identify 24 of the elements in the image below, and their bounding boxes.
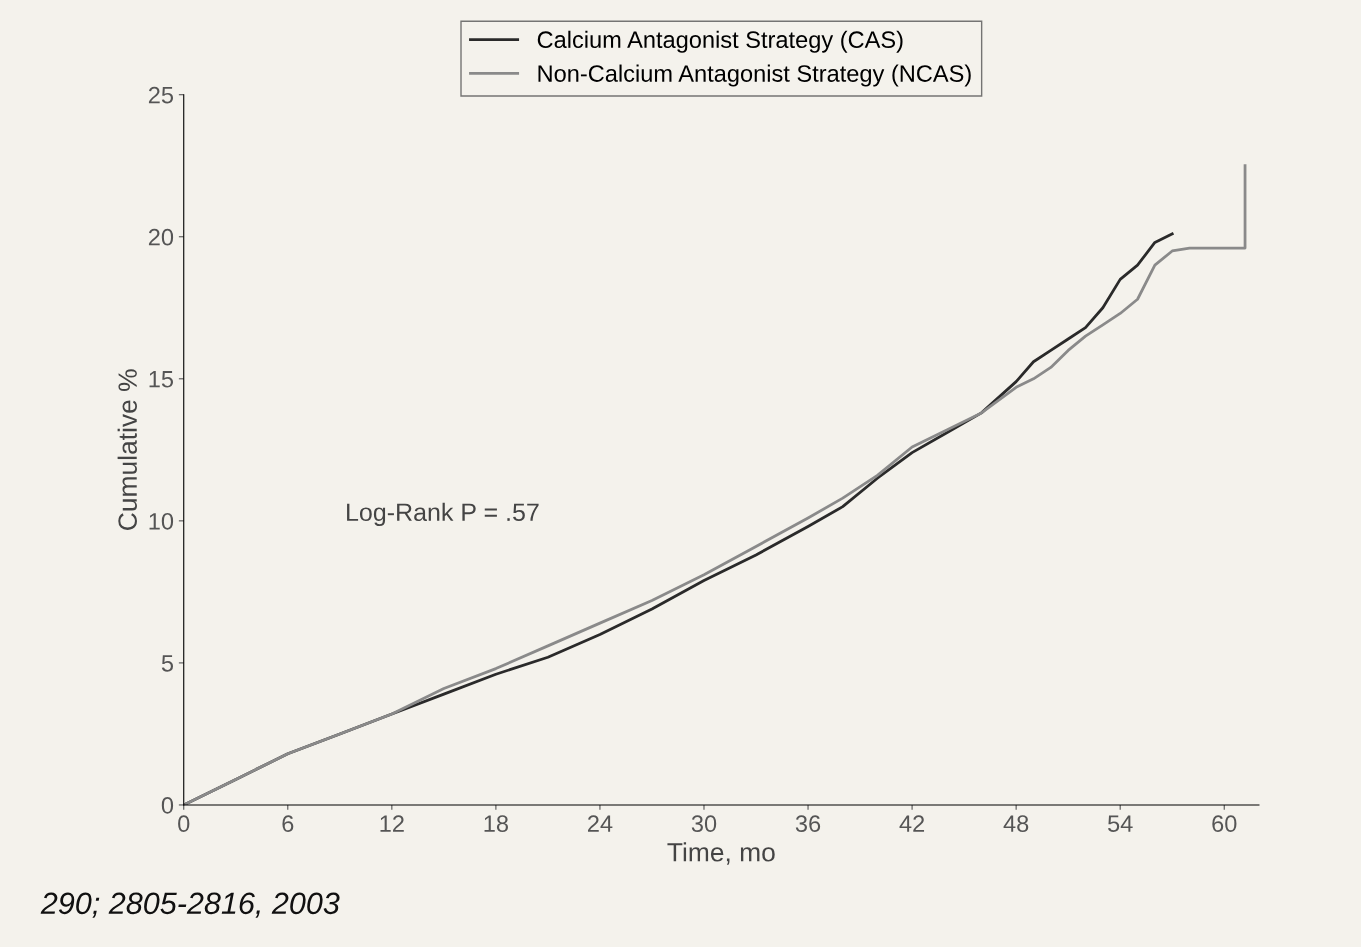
x-tick-label: 6 [282,815,294,833]
legend-label: Non-Calcium Antagonist Strategy (NCAS) [538,64,971,87]
x-tick-label: 30 [691,815,717,833]
text: 290; 2805-2816, 2003 [40,892,340,918]
y-tick-label: 10 [149,512,174,530]
x-tick-label: 12 [380,815,404,832]
x-tick-label: 54 [1108,815,1133,833]
legend-label: Calcium Antagonist Strategy (CAS) [537,30,903,53]
y-tick-label: 5 [161,655,174,672]
x-tick-label: 42 [899,815,925,832]
y-tick-label: 0 [161,797,174,814]
y-tick-label: 25 [148,86,174,104]
x-axis-title: Time, mo [667,842,775,865]
y-tick-label: 20 [148,228,174,246]
annotation: Log-Rank P = .57 [347,502,539,527]
y-tick-label: 15 [149,371,174,388]
x-tick-label: 48 [1003,815,1029,833]
x-tick-label: 0 [178,815,190,833]
x-tick-label: 18 [484,815,508,833]
x-tick-label: 60 [1212,815,1237,833]
x-tick-label: 36 [795,815,821,833]
y-axis-title: Cumulative % [117,369,137,530]
line-series [183,164,1247,805]
x-tick-label: 24 [588,815,613,832]
